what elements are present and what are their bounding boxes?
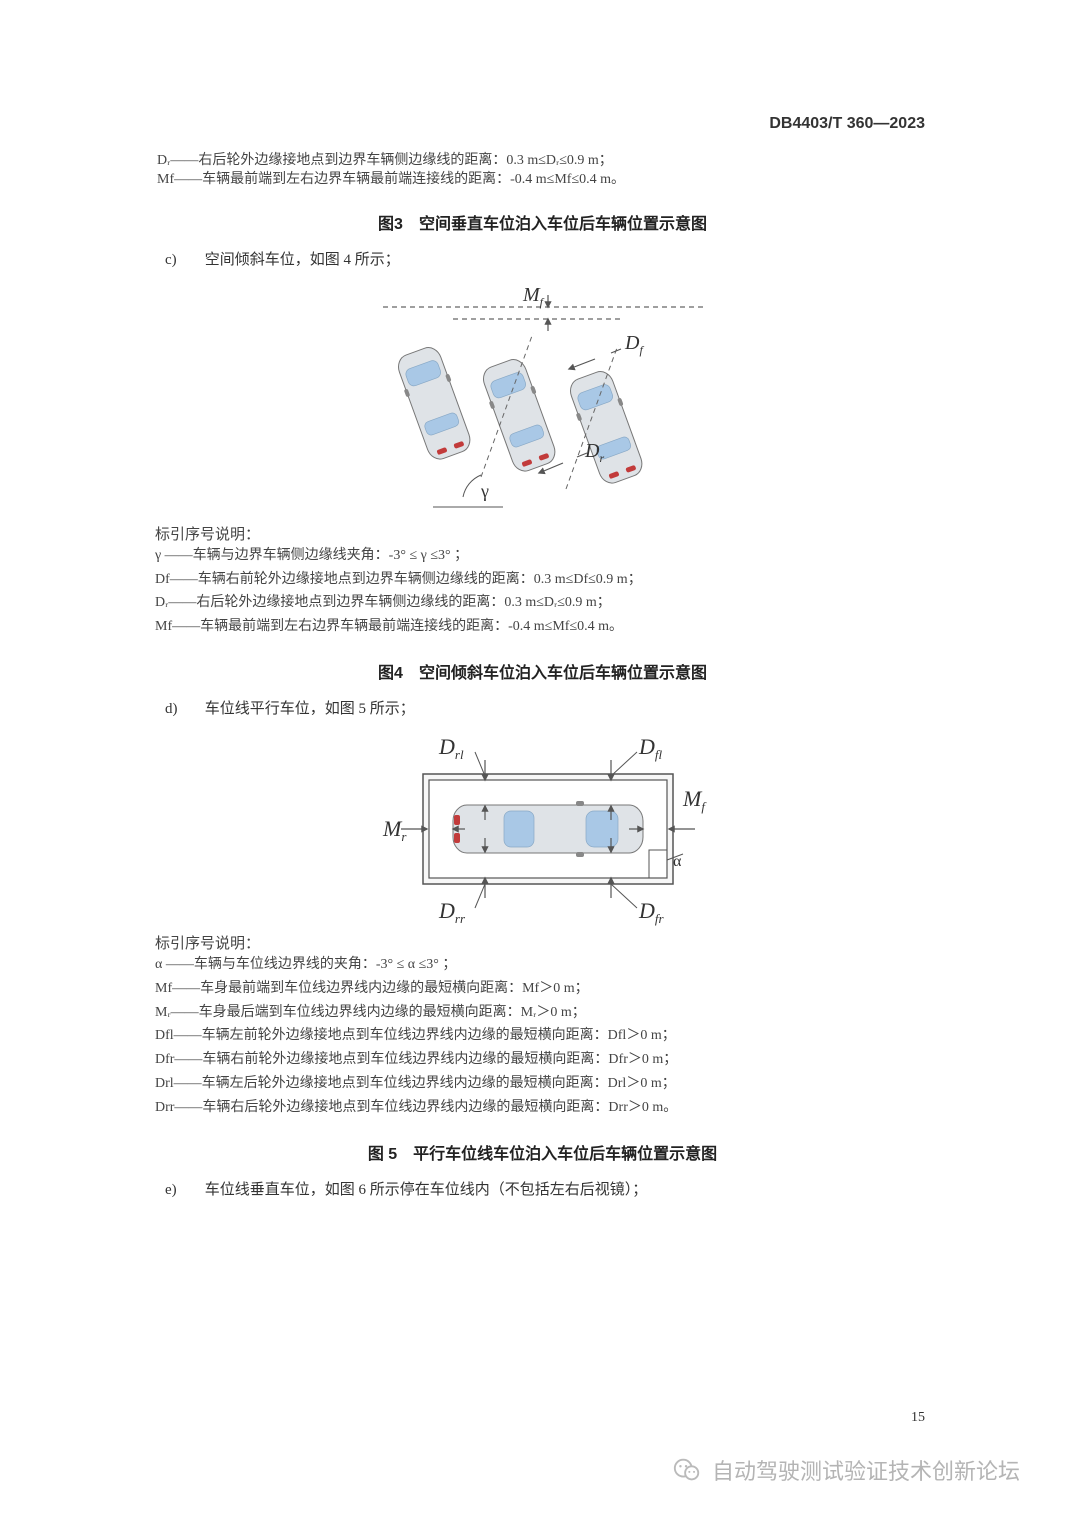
page-number: 15 <box>911 1410 925 1426</box>
fig5-label-drr: Drr <box>438 898 466 926</box>
fig4-legend-1: Df——车辆右前轮外边缘接地点到边界车辆侧边缘线的距离：0.3 m≤Df≤0.9… <box>155 568 930 592</box>
fig4-caption: 图4 空间倾斜车位泊入车位后车辆位置示意图 <box>155 659 930 683</box>
fig4-label-gamma: γ <box>480 481 489 501</box>
list-marker-d: d) <box>165 701 201 718</box>
watermark-text: 自动驾驶测试验证技术创新论坛 <box>712 1454 1020 1486</box>
wechat-icon <box>672 1455 702 1485</box>
fig5-label-mf: Mf <box>682 786 707 814</box>
list-marker-c: c) <box>165 252 201 269</box>
fig4-legend-title: 标引序号说明： <box>155 523 930 544</box>
list-item-c: c) 空间倾斜车位，如图 4 所示； <box>165 248 930 269</box>
fig5-legend-title: 标引序号说明： <box>155 932 930 953</box>
fig5-label-drl: Drl <box>438 734 464 762</box>
figure-5: Drl Dfl Mf Mr Drr Dfr <box>155 726 930 926</box>
fig5-label-dfl: Dfl <box>638 734 663 762</box>
fig5-label-dfr: Dfr <box>638 898 665 926</box>
fig5-legend-1: Mf——车身最前端到车位线边界线内边缘的最短横向距离：Mf＞0 m； <box>155 977 930 1001</box>
fig5-label-mr: Mr <box>382 816 407 844</box>
top-line-0: Dᵣ——右后轮外边缘接地点到边界车辆侧边缘线的距离：0.3 m≤Dᵣ≤0.9 m… <box>157 152 930 171</box>
fig5-legend-2: Mᵣ——车身最后端到车位线边界线内边缘的最短横向距离：Mᵣ＞0 m； <box>155 1001 930 1025</box>
figure-4: Mf Df Dr γ <box>155 277 930 517</box>
fig5-legend-5: Drl——车辆左后轮外边缘接地点到车位线边界线内边缘的最短横向距离：Drl＞0 … <box>155 1072 930 1096</box>
fig5-legend-0: α ——车辆与车位线边界线的夹角：-3° ≤ α ≤3° ； <box>155 953 930 977</box>
fig5-legend-3: Dfl——车辆左前轮外边缘接地点到车位线边界线内边缘的最短横向距离：Dfl＞0 … <box>155 1024 930 1048</box>
watermark: 自动驾驶测试验证技术创新论坛 <box>672 1454 1020 1486</box>
list-text-c: 空间倾斜车位，如图 4 所示； <box>205 252 400 268</box>
list-text-e: 车位线垂直车位，如图 6 所示停在车位线内（不包括左右后视镜）； <box>205 1182 648 1198</box>
fig4-legend-2: Dᵣ——右后轮外边缘接地点到边界车辆侧边缘线的距离：0.3 m≤Dᵣ≤0.9 m… <box>155 591 930 615</box>
list-item-e: e) 车位线垂直车位，如图 6 所示停在车位线内（不包括左右后视镜）； <box>165 1178 930 1199</box>
fig3-caption: 图3 空间垂直车位泊入车位后车辆位置示意图 <box>155 210 930 234</box>
fig5-legend-4: Dfr——车辆右前轮外边缘接地点到车位线边界线内边缘的最短横向距离：Dfr＞0 … <box>155 1048 930 1072</box>
fig4-legend-3: Mf——车辆最前端到左右边界车辆最前端连接线的距离：-0.4 m≤Mf≤0.4 … <box>155 615 930 639</box>
list-text-d: 车位线平行车位，如图 5 所示； <box>205 701 415 717</box>
fig4-label-mf: Mf <box>522 284 545 309</box>
fig5-svg: Drl Dfl Mf Mr Drr Dfr <box>353 726 733 926</box>
fig4-legend-0: γ ——车辆与边界车辆侧边缘线夹角：-3° ≤ γ ≤3° ； <box>155 544 930 568</box>
list-marker-e: e) <box>165 1182 201 1199</box>
fig4-label-df: Df <box>624 332 644 357</box>
fig5-legend-6: Drr——车辆右后轮外边缘接地点到车位线边界线内边缘的最短横向距离：Drr＞0 … <box>155 1096 930 1120</box>
fig5-caption: 图 5 平行车位线车位泊入车位后车辆位置示意图 <box>155 1140 930 1164</box>
fig4-svg: Mf Df Dr γ <box>363 277 723 517</box>
doc-id: DB4403/T 360—2023 <box>769 115 925 133</box>
list-item-d: d) 车位线平行车位，如图 5 所示； <box>165 697 930 718</box>
top-line-1: Mf——车辆最前端到左右边界车辆最前端连接线的距离：-0.4 m≤Mf≤0.4 … <box>157 171 930 190</box>
